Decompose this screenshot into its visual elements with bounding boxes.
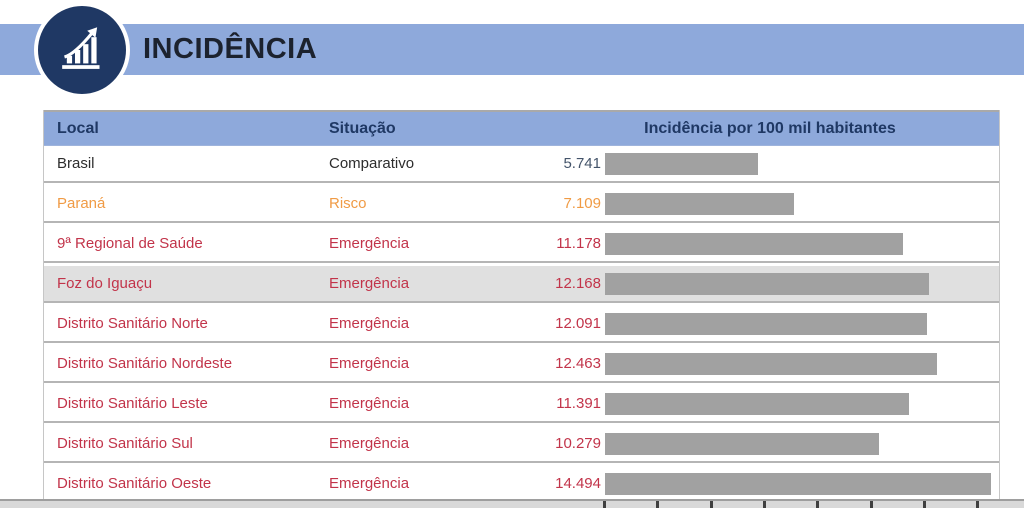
cell-value: 12.463 [555, 355, 601, 372]
cell-local: Distrito Sanitário Leste [57, 395, 208, 412]
incidence-bar [605, 312, 927, 335]
table-row: Distrito Sanitário Oeste Emergência 14.4… [44, 466, 999, 503]
column-header-situacao: Situação [329, 119, 396, 137]
incidence-bar [605, 272, 929, 295]
incidence-bar [605, 432, 879, 455]
cell-situacao: Emergência [329, 475, 410, 492]
cell-situacao: Emergência [329, 315, 410, 332]
cell-local: Distrito Sanitário Sul [57, 435, 193, 452]
incidence-bar [605, 392, 909, 415]
table-row: Foz do Iguaçu Emergência 12.168 [44, 266, 999, 303]
cell-local: Paraná [57, 195, 106, 212]
incidence-bar [605, 232, 903, 255]
axis-tick [710, 501, 713, 508]
bar-chart-rising-arrow-icon [62, 27, 100, 69]
axis-tick [603, 501, 606, 508]
cell-situacao: Emergência [329, 435, 410, 452]
table-header-row: Local Situação Incidência por 100 mil ha… [44, 110, 999, 146]
cell-situacao: Emergência [329, 235, 410, 252]
cell-value: 12.091 [555, 315, 601, 332]
bar-cell [601, 272, 999, 295]
cell-local: Foz do Iguaçu [57, 275, 153, 292]
cell-situacao: Emergência [329, 355, 410, 372]
bar-chart-icon [34, 2, 130, 98]
axis-tick [763, 501, 766, 508]
axis-tick [656, 501, 659, 508]
bar-cell [601, 232, 999, 255]
cell-situacao: Emergência [329, 395, 410, 412]
cell-local: 9ª Regional de Saúde [57, 235, 203, 252]
incidence-table: Local Situação Incidência por 100 mil ha… [43, 110, 1000, 506]
cell-local: Distrito Sanitário Norte [57, 315, 208, 332]
table-row: Brasil Comparativo 5.741 [44, 146, 999, 183]
axis-tick [870, 501, 873, 508]
bar-cell [601, 152, 999, 175]
cell-value: 10.279 [555, 435, 601, 452]
table-row: 9ª Regional de Saúde Emergência 11.178 [44, 226, 999, 263]
cell-local: Distrito Sanitário Nordeste [57, 355, 233, 372]
cell-value: 11.391 [556, 395, 601, 412]
axis-tick [816, 501, 819, 508]
incidence-bar [605, 352, 937, 375]
cell-value: 12.168 [555, 275, 601, 292]
header-banner [0, 24, 1024, 75]
axis-tick [923, 501, 926, 508]
incidence-bar [605, 152, 758, 175]
table-row: Distrito Sanitário Sul Emergência 10.279 [44, 426, 999, 463]
page-title: INCIDÊNCIA [143, 33, 318, 65]
cell-value: 11.178 [556, 235, 601, 252]
table-body: Brasil Comparativo 5.741 Paraná Risco 7.… [44, 146, 999, 503]
cell-situacao: Emergência [329, 275, 410, 292]
bar-cell [601, 472, 999, 495]
cell-local: Brasil [57, 155, 95, 172]
table-row: Distrito Sanitário Leste Emergência 11.3… [44, 386, 999, 423]
bar-cell [601, 432, 999, 455]
bar-cell [601, 392, 999, 415]
cell-situacao: Risco [329, 195, 367, 212]
incidence-bar [605, 472, 991, 495]
cell-situacao: Comparativo [329, 155, 415, 172]
bar-cell [601, 312, 999, 335]
column-header-local: Local [57, 119, 99, 137]
axis-strip [0, 499, 1024, 508]
column-header-incidencia: Incidência por 100 mil habitantes [644, 119, 896, 137]
cell-value: 5.741 [563, 155, 601, 172]
bar-cell [601, 192, 999, 215]
axis-tick [976, 501, 979, 508]
incidence-bar [605, 192, 794, 215]
table-row: Distrito Sanitário Norte Emergência 12.0… [44, 306, 999, 343]
table-row: Paraná Risco 7.109 [44, 186, 999, 223]
cell-local: Distrito Sanitário Oeste [57, 475, 212, 492]
table-row: Distrito Sanitário Nordeste Emergência 1… [44, 346, 999, 383]
cell-value: 14.494 [555, 475, 601, 492]
bar-cell [601, 352, 999, 375]
cell-value: 7.109 [563, 195, 601, 212]
